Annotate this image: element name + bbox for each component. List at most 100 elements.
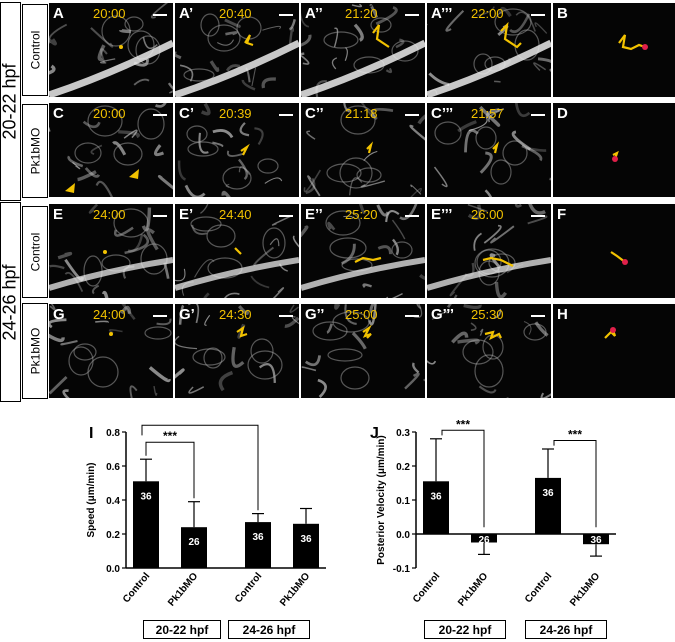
lateral-line-band (301, 39, 425, 97)
cell-membrane-stroke (446, 304, 452, 309)
cell-membrane-stroke (157, 174, 173, 190)
cell-membrane-stroke (349, 177, 363, 196)
cell-membrane-stroke (479, 151, 493, 174)
cell-outline (144, 326, 172, 340)
microscopy-panel: G’’ 25:00 (301, 304, 425, 398)
cell-membrane-stroke (534, 22, 548, 34)
cell-membrane-stroke (49, 375, 68, 395)
microscopy-image (175, 204, 299, 298)
scale-bar (153, 14, 167, 16)
time-stamp: 24:30 (219, 307, 252, 322)
cell-membrane-stroke (175, 368, 185, 379)
cell-membrane-stroke (511, 130, 532, 151)
cell-membrane-stroke (385, 293, 403, 298)
cell-membrane-stroke (343, 215, 353, 219)
cell-membrane-stroke (175, 51, 182, 60)
scale-bar (531, 315, 545, 317)
category-label: Control (411, 571, 442, 605)
cell-membrane-stroke (301, 225, 309, 238)
microscopy-panel: E’’’ 26:00 (427, 204, 551, 298)
cell-membrane-stroke (100, 48, 108, 64)
microscopy-panel: A’’’ 22:00 (427, 3, 551, 97)
cell-membrane-stroke (238, 158, 248, 180)
panel-label: G’ (179, 306, 195, 323)
cell-membrane-stroke (114, 226, 134, 237)
migration-track (354, 256, 382, 263)
lateral-line-band (175, 257, 299, 291)
track-endpoint (642, 44, 648, 50)
lateral-line-band (301, 257, 425, 291)
cell-outline (434, 121, 462, 145)
n-label: 36 (252, 532, 264, 543)
cell-membrane-stroke (489, 253, 501, 269)
cell-membrane-stroke (533, 62, 547, 71)
microscopy-panel: H (553, 304, 675, 398)
panel-label: H (557, 306, 568, 323)
bar (293, 523, 319, 568)
cell-outline (332, 311, 370, 333)
cell-membrane-stroke (410, 187, 422, 197)
cell-membrane-stroke (250, 275, 270, 289)
cell-membrane-stroke (431, 310, 449, 321)
panel-label: A’ (179, 5, 194, 22)
cell-membrane-stroke (301, 12, 310, 28)
cell-membrane-stroke (369, 3, 379, 19)
panel-label: E (53, 206, 64, 223)
cell-membrane-stroke (49, 37, 57, 46)
cell-membrane-stroke (467, 204, 488, 213)
time-stamp: 25:30 (471, 307, 504, 322)
microscopy-panel: D (553, 103, 675, 197)
cell-membrane-stroke (473, 232, 483, 251)
row-label: Pk1bMO (22, 104, 48, 198)
cell-membrane-stroke (153, 385, 158, 396)
cell-membrane-stroke (477, 6, 495, 17)
cell-membrane-stroke (148, 366, 171, 383)
microscopy-panel: B (553, 3, 675, 97)
cell-outline (83, 255, 103, 287)
cell-membrane-stroke (64, 271, 84, 292)
cell-outline (327, 348, 363, 362)
cell-membrane-stroke (188, 386, 205, 394)
tracked-cell-dot (119, 45, 123, 49)
cell-membrane-stroke (146, 228, 159, 251)
scale-bar (405, 315, 419, 317)
track-endpoint (622, 259, 628, 265)
microscopy-image (49, 304, 172, 398)
cell-membrane-stroke (540, 392, 551, 398)
panel-label: C (53, 105, 64, 122)
cell-membrane-stroke (377, 245, 393, 255)
cell-membrane-stroke (410, 184, 422, 195)
cell-membrane-stroke (412, 362, 420, 374)
cell-membrane-stroke (326, 323, 333, 334)
microscopy-image (49, 3, 173, 97)
microscopy-image (618, 34, 648, 51)
cell-membrane-stroke (101, 290, 109, 298)
cell-membrane-stroke (216, 39, 235, 46)
cell-membrane-stroke (142, 36, 158, 50)
cell-membrane-stroke (494, 281, 508, 298)
group-box-i-1: 20-22 hpf (143, 620, 221, 639)
y-tick-label: 0.0 (396, 530, 410, 541)
cell-membrane-stroke (423, 378, 425, 382)
scale-bar (279, 215, 293, 217)
migration-track (366, 141, 374, 154)
cell-membrane-stroke (264, 177, 283, 184)
cell-membrane-stroke (252, 246, 275, 266)
cell-membrane-stroke (49, 333, 65, 343)
cell-membrane-stroke (515, 11, 536, 32)
significance-label: *** (193, 420, 207, 426)
cell-membrane-stroke (391, 219, 406, 240)
cell-membrane-stroke (271, 215, 293, 226)
y-tick-label: 0.4 (106, 496, 120, 507)
cell-membrane-stroke (413, 304, 423, 319)
microscopy-image (427, 6, 551, 97)
lateral-line-band (427, 257, 551, 291)
cell-membrane-stroke (203, 292, 210, 298)
cell-outline (113, 208, 149, 238)
scale-bar (279, 315, 293, 317)
scale-bar (405, 114, 419, 116)
cell-membrane-stroke (91, 284, 100, 295)
lateral-line-band (175, 39, 299, 97)
track-endpoint (612, 156, 618, 162)
cell-membrane-stroke (344, 304, 357, 325)
